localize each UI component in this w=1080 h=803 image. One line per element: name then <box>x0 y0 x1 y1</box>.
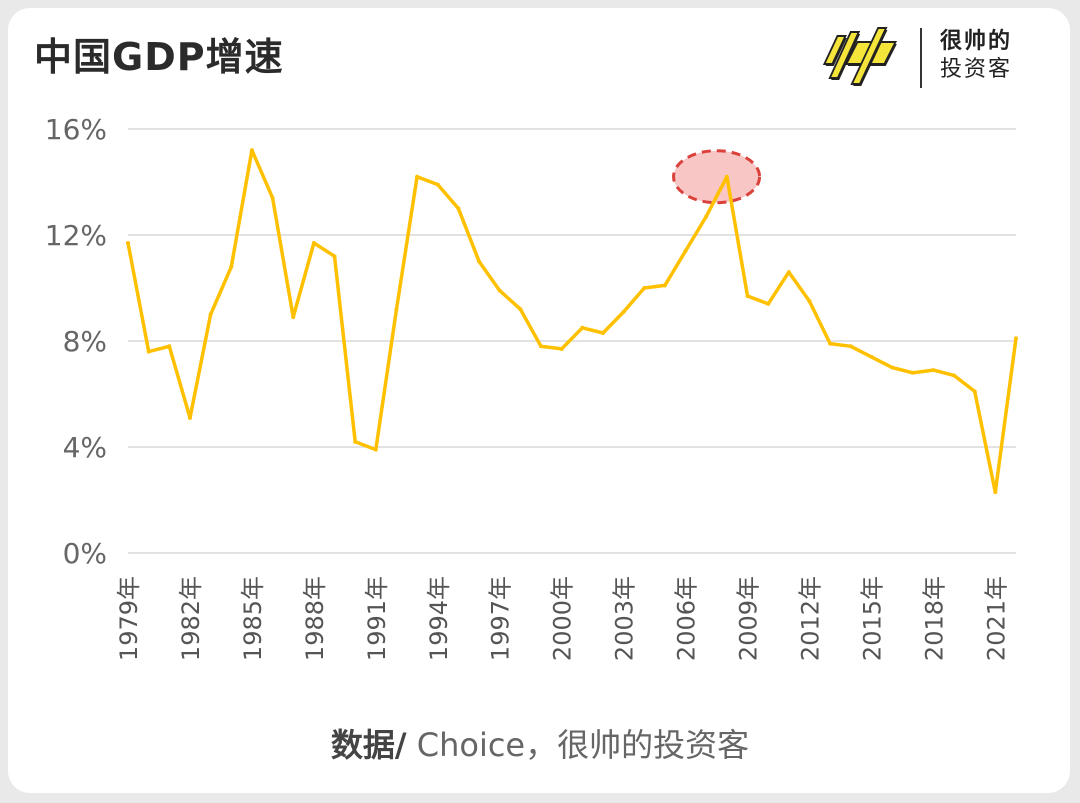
data-point <box>580 325 585 330</box>
logo-text: 很帅的 投资客 <box>940 28 1040 84</box>
x-tick-label: 1997年 <box>487 576 515 661</box>
y-tick-label: 12% <box>45 219 107 252</box>
x-tick-label: 2000年 <box>549 576 577 661</box>
x-tick-label: 2018年 <box>920 576 948 661</box>
brand-logo: 很帅的 投资客 <box>814 22 1034 94</box>
data-point <box>910 370 915 375</box>
data-point <box>311 240 316 245</box>
y-tick-label: 8% <box>63 325 107 358</box>
logo-line1: 很帅的 <box>940 29 1013 54</box>
series-line <box>126 148 1018 494</box>
x-tick-label: 1982年 <box>177 576 205 661</box>
data-point <box>456 206 461 211</box>
data-point <box>621 309 626 314</box>
logo-divider <box>920 28 922 88</box>
grid-lines <box>128 128 1016 554</box>
y-tick-label: 0% <box>63 537 107 570</box>
data-point <box>600 331 605 336</box>
data-point <box>869 354 874 359</box>
data-point <box>1014 336 1018 341</box>
x-axis-ticks: 1979年 1982年 1985年 1988年 1991年 1994年 1997年 2000年… <box>115 576 1010 661</box>
data-point <box>972 389 977 394</box>
data-point <box>229 264 234 269</box>
data-point <box>539 344 544 349</box>
data-point <box>745 293 750 298</box>
logo-line2: 投资客 <box>940 57 1013 82</box>
data-point <box>167 344 172 349</box>
data-point <box>435 182 440 187</box>
x-tick-label: 2009年 <box>735 576 763 661</box>
data-point <box>931 368 936 373</box>
data-point <box>332 254 337 259</box>
data-point <box>559 346 564 351</box>
data-point <box>828 341 833 346</box>
logo-mark-icon <box>822 27 898 86</box>
data-point <box>415 174 420 179</box>
highlight-ellipse <box>672 149 762 205</box>
y-tick-label: 16% <box>45 113 107 146</box>
data-point <box>662 283 667 288</box>
data-point <box>291 315 296 320</box>
x-tick-label: 2012年 <box>796 576 824 661</box>
x-tick-label: 2006年 <box>673 576 701 661</box>
x-tick-label: 2003年 <box>611 576 639 661</box>
data-point <box>249 148 254 153</box>
data-point <box>766 301 771 306</box>
data-point <box>187 415 192 420</box>
data-point <box>208 312 213 317</box>
data-point <box>993 490 998 495</box>
data-point <box>518 307 523 312</box>
x-tick-label: 2021年 <box>982 576 1010 661</box>
data-point <box>497 288 502 293</box>
data-point <box>807 299 812 304</box>
data-point <box>683 248 688 253</box>
data-point <box>848 344 853 349</box>
x-tick-label: 2015年 <box>858 576 886 661</box>
data-point <box>146 349 151 354</box>
data-point <box>786 270 791 275</box>
x-tick-label: 1988年 <box>301 576 329 661</box>
data-point <box>477 259 482 264</box>
data-point <box>724 174 729 179</box>
y-tick-label: 4% <box>63 431 107 464</box>
data-point <box>704 214 709 219</box>
x-tick-label: 1979年 <box>115 576 143 661</box>
data-point <box>126 240 130 245</box>
source-label: 数据/ <box>330 726 407 764</box>
x-tick-label: 1991年 <box>363 576 391 661</box>
x-tick-label: 1994年 <box>425 576 453 661</box>
data-point <box>353 439 358 444</box>
data-point <box>952 373 957 378</box>
source-text: Choice，很帅的投资客 <box>406 726 750 764</box>
data-point <box>890 365 895 370</box>
x-tick-label: 1985年 <box>239 576 267 661</box>
data-point <box>270 195 275 200</box>
data-point <box>642 286 647 290</box>
chart-title: 中国GDP增速 <box>34 35 284 79</box>
data-point <box>373 447 378 452</box>
data-point <box>394 307 399 312</box>
y-axis-ticks: 0% 4% 8% 12% 16% <box>45 113 107 570</box>
highlight-layer <box>672 149 762 205</box>
series-layer <box>126 148 1018 495</box>
source-note: 数据/ Choice，很帅的投资客 <box>0 720 1080 766</box>
